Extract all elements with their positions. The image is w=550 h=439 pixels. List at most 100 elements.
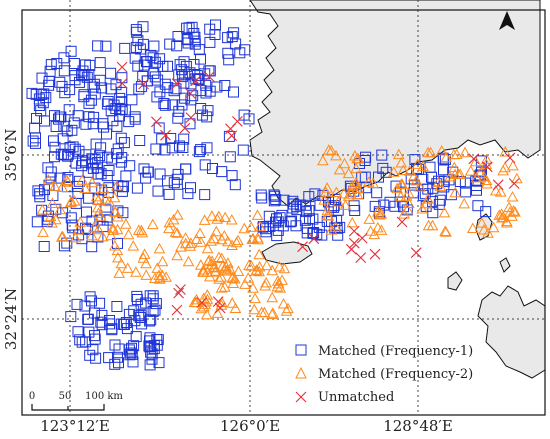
matched-frequency-2-marker — [201, 242, 214, 254]
matched-frequency-2-marker — [94, 210, 107, 221]
matched-frequency-1-marker — [229, 179, 241, 191]
matched-frequency-2-marker — [345, 188, 357, 199]
matched-frequency-2-marker — [79, 182, 91, 194]
matched-frequency-1-marker — [445, 189, 457, 201]
matched-frequency-2-marker — [266, 307, 279, 318]
matched-frequency-1-marker — [96, 319, 108, 331]
matched-frequency-2-marker — [487, 221, 500, 233]
matched-frequency-2-marker — [322, 144, 335, 155]
matched-frequency-2-marker — [112, 251, 124, 263]
matched-frequency-2-marker — [232, 265, 245, 276]
matched-frequency-2-marker — [266, 264, 279, 276]
matched-frequency-2-marker — [245, 221, 258, 232]
matched-frequency-2-marker — [321, 204, 334, 216]
matched-frequency-1-marker — [188, 59, 200, 70]
matched-frequency-2-marker — [210, 225, 223, 237]
matched-frequency-1-marker — [36, 204, 48, 216]
matched-frequency-2-marker — [397, 164, 410, 175]
matched-frequency-2-marker — [499, 145, 512, 157]
matched-frequency-1-marker — [222, 32, 234, 44]
matched-frequency-1-marker — [57, 207, 69, 219]
matched-frequency-2-marker — [64, 196, 77, 208]
graticule — [22, 0, 545, 415]
matched-frequency-1-marker — [216, 166, 228, 178]
matched-frequency-1-marker — [276, 209, 288, 221]
matched-frequency-1-marker — [171, 178, 183, 190]
matched-frequency-1-marker — [234, 47, 246, 59]
matched-frequency-1-marker — [121, 323, 133, 335]
matched-frequency-1-marker — [81, 71, 93, 83]
matched-frequency-1-marker — [36, 72, 48, 84]
matched-frequency-2-marker — [496, 211, 508, 223]
matched-frequency-2-marker — [99, 193, 112, 204]
matched-frequency-1-marker — [94, 297, 106, 309]
matched-frequency-1-marker — [83, 326, 95, 338]
matched-frequency-1-marker — [164, 38, 176, 50]
matched-frequency-1-marker — [58, 120, 70, 132]
matched-frequency-2-marker — [108, 191, 121, 203]
matched-frequency-1-marker — [138, 59, 150, 71]
matched-frequency-1-marker — [309, 188, 321, 200]
matched-frequency-2-marker — [375, 208, 388, 219]
matched-frequency-2-marker — [210, 265, 222, 276]
matched-frequency-2-marker — [153, 273, 166, 284]
matched-frequency-1-marker — [330, 193, 341, 205]
matched-frequency-2-marker — [88, 221, 100, 232]
matched-frequency-2-marker — [121, 262, 134, 273]
matched-frequency-2-marker — [444, 170, 456, 182]
matched-frequency-1-marker — [141, 75, 153, 87]
matched-frequency-1-marker — [62, 150, 74, 162]
matched-frequency-1-marker — [377, 162, 389, 174]
matched-frequency-2-marker — [260, 276, 272, 288]
matched-frequency-1-marker — [472, 200, 484, 212]
matched-frequency-1-marker — [82, 166, 94, 178]
matched-frequency-1-marker — [140, 172, 152, 184]
matched-frequency-1-marker — [118, 181, 129, 193]
matched-frequency-2-marker — [392, 148, 405, 160]
matched-frequency-1-marker — [49, 151, 60, 163]
legend-square-icon — [295, 344, 307, 356]
matched-frequency-2-marker — [122, 228, 135, 240]
unmatched-marker — [346, 243, 357, 255]
matched-frequency-2-marker — [198, 214, 211, 225]
matched-frequency-1-marker — [131, 294, 143, 305]
matched-frequency-1-marker — [37, 97, 49, 109]
matched-frequency-1-marker — [103, 165, 115, 176]
matched-frequency-1-marker — [224, 151, 236, 163]
matched-frequency-2-marker — [46, 217, 58, 228]
unmatched-marker — [297, 241, 308, 253]
matched-frequency-2-marker — [266, 291, 279, 303]
matched-frequency-2-marker — [194, 227, 206, 238]
matched-frequency-1-marker — [154, 53, 166, 65]
matched-frequency-1-marker — [390, 180, 402, 192]
matched-frequency-1-marker — [114, 92, 126, 104]
matched-frequency-1-marker — [182, 188, 194, 200]
matched-frequency-2-marker — [86, 176, 98, 188]
matched-frequency-1-marker — [58, 52, 70, 64]
matched-frequency-1-marker — [195, 144, 207, 156]
matched-frequency-2-marker — [447, 148, 460, 160]
matched-frequency-2-marker — [449, 186, 462, 198]
matched-frequency-1-marker — [195, 103, 207, 114]
matched-frequency-2-marker — [92, 223, 105, 235]
matched-frequency-2-marker — [167, 213, 180, 225]
matched-frequency-1-marker — [174, 140, 185, 152]
unmatched-marker — [504, 152, 516, 164]
matched-frequency-1-marker — [300, 206, 312, 218]
matched-frequency-2-marker — [480, 177, 493, 189]
matched-frequency-2-marker — [417, 160, 429, 172]
matched-frequency-2-marker — [395, 156, 408, 168]
matched-frequency-1-marker — [45, 166, 57, 178]
matched-frequency-2-marker — [506, 190, 519, 202]
matched-frequency-1-marker — [177, 142, 189, 153]
unmatched-marker — [151, 116, 162, 128]
unmatched-marker — [190, 75, 202, 87]
matched-frequency-2-marker — [325, 224, 338, 235]
matched-frequency-1-marker — [58, 240, 70, 252]
matched-frequency-2-marker — [398, 208, 410, 219]
matched-frequency-2-marker — [203, 270, 216, 282]
unmatched-marker — [225, 123, 236, 135]
matched-frequency-1-marker — [111, 301, 123, 312]
matched-frequency-1-marker — [144, 290, 156, 302]
